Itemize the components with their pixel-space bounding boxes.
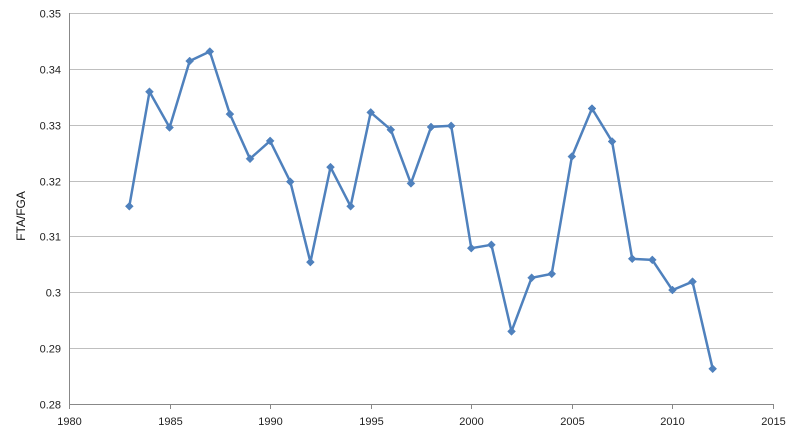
y-tick-label: 0.35: [40, 9, 61, 21]
data-point-marker: [567, 152, 577, 161]
x-tick-label: 2000: [459, 416, 483, 428]
x-tick-label: 2005: [560, 416, 584, 428]
data-point-marker: [466, 243, 476, 253]
gridlines: [69, 13, 773, 349]
y-tick-label: 0.29: [40, 344, 61, 356]
series-line: [128, 50, 714, 370]
y-tick-label: 0.32: [40, 177, 61, 189]
data-point-marker: [185, 56, 195, 66]
data-point-marker: [587, 104, 597, 113]
x-tick-label: 2015: [761, 416, 785, 428]
data-point-marker: [225, 109, 235, 119]
x-axis-tick-labels: 1980 1985 1990 1995 2000 2005 2010 2015: [57, 416, 785, 428]
data-point-marker: [306, 257, 315, 267]
axes: [69, 13, 774, 409]
data-point-marker: [507, 327, 516, 336]
y-tick-label: 0.34: [40, 65, 61, 77]
data-point-marker: [688, 277, 697, 287]
data-point-marker: [406, 179, 416, 188]
data-point-marker: [487, 240, 496, 250]
data-point-marker: [607, 137, 617, 146]
data-point-marker: [245, 154, 255, 164]
data-point-marker: [165, 123, 174, 132]
x-tick-label: 1990: [258, 416, 282, 428]
y-tick-label: 0.3: [46, 288, 61, 300]
data-point-marker: [547, 269, 557, 279]
data-point-marker: [647, 255, 657, 265]
y-axis-title: FTA/FGA: [14, 191, 28, 241]
series-markers: [124, 47, 718, 374]
data-point-marker: [205, 47, 215, 56]
data-point-marker: [446, 121, 456, 131]
data-point-marker: [265, 136, 275, 146]
data-point-marker: [527, 273, 536, 283]
data-point-marker: [386, 125, 396, 135]
data-point-marker: [326, 162, 335, 172]
data-point-marker: [426, 122, 436, 132]
data-point-marker: [668, 285, 677, 295]
x-tick-label: 2010: [660, 416, 684, 428]
data-point-marker: [366, 108, 376, 117]
x-tick-label: 1985: [158, 416, 182, 428]
data-point-marker: [346, 201, 355, 211]
y-axis-tick-labels: 0.28 0.29 0.3 0.31 0.32 0.33 0.34 0.35: [40, 9, 61, 412]
y-tick-label: 0.28: [40, 400, 61, 412]
y-tick-label: 0.33: [40, 121, 61, 133]
y-tick-label: 0.31: [40, 232, 61, 244]
data-point-marker: [285, 177, 295, 187]
series-lines: [128, 50, 714, 370]
data-point-marker: [124, 201, 134, 211]
data-point-marker: [145, 87, 154, 97]
x-tick-label: 1995: [359, 416, 383, 428]
x-tick-label: 1980: [57, 416, 81, 428]
data-point-marker: [708, 364, 718, 374]
data-point-marker: [627, 254, 637, 264]
